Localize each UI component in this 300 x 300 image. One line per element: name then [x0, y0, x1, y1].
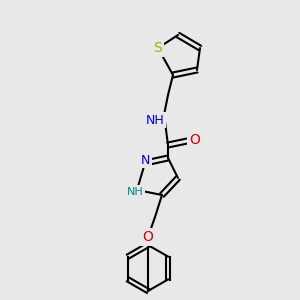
- Text: N: N: [140, 154, 150, 166]
- Text: NH: NH: [146, 113, 164, 127]
- Text: O: O: [142, 230, 153, 244]
- Text: NH: NH: [127, 187, 143, 197]
- Text: S: S: [154, 41, 162, 55]
- Text: O: O: [190, 133, 200, 147]
